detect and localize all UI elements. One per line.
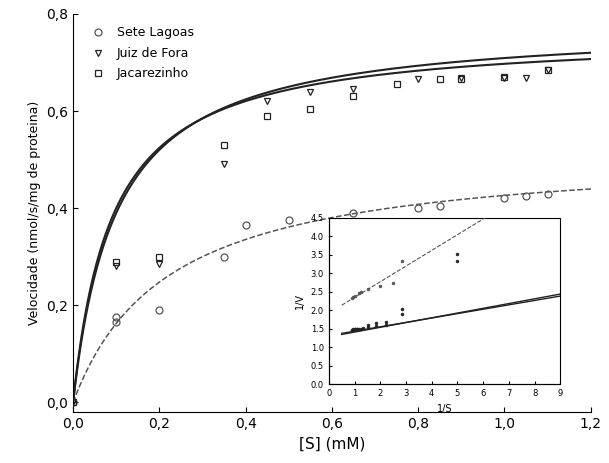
Legend: Sete Lagoas, Juiz de Fora, Jacarezinho: Sete Lagoas, Juiz de Fora, Jacarezinho bbox=[79, 20, 200, 87]
Y-axis label: Velocidade (nmol/s/mg de proteina): Velocidade (nmol/s/mg de proteina) bbox=[27, 101, 41, 325]
X-axis label: 1/S: 1/S bbox=[437, 404, 452, 414]
Y-axis label: 1/V: 1/V bbox=[295, 293, 305, 309]
X-axis label: [S] (mM): [S] (mM) bbox=[299, 437, 365, 451]
